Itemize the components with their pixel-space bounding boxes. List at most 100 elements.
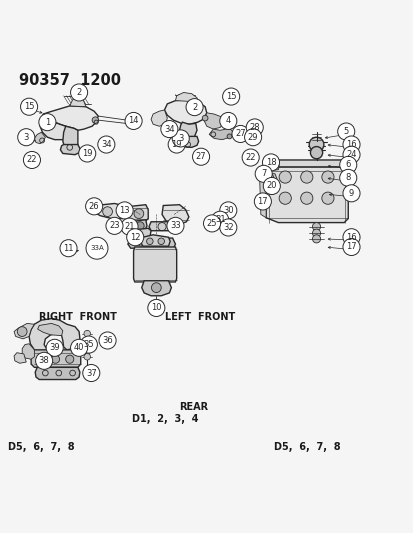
Circle shape <box>219 202 236 219</box>
Circle shape <box>312 235 320 243</box>
Text: 21: 21 <box>124 222 135 231</box>
Text: 16: 16 <box>345 233 356 242</box>
Circle shape <box>342 238 359 255</box>
Circle shape <box>92 117 98 123</box>
Text: 28: 28 <box>249 123 259 132</box>
Text: 5: 5 <box>343 127 348 136</box>
Circle shape <box>138 240 143 246</box>
Polygon shape <box>133 247 176 282</box>
Circle shape <box>84 343 90 349</box>
Polygon shape <box>22 344 34 359</box>
Text: 22: 22 <box>26 156 37 165</box>
Text: REAR: REAR <box>179 402 208 412</box>
Polygon shape <box>151 110 167 126</box>
Circle shape <box>84 353 90 360</box>
Text: 26: 26 <box>89 202 99 211</box>
Circle shape <box>166 217 183 235</box>
Text: 37: 37 <box>86 368 97 377</box>
Circle shape <box>192 148 209 165</box>
Circle shape <box>84 336 90 343</box>
Circle shape <box>263 177 280 195</box>
Polygon shape <box>128 238 175 248</box>
Text: 34: 34 <box>101 140 112 149</box>
Text: 14: 14 <box>128 116 138 125</box>
Circle shape <box>312 223 320 231</box>
Circle shape <box>86 237 108 259</box>
Circle shape <box>342 229 359 246</box>
Circle shape <box>219 219 236 236</box>
Circle shape <box>36 352 52 369</box>
Circle shape <box>97 136 114 153</box>
Circle shape <box>17 327 27 336</box>
Circle shape <box>106 217 123 235</box>
Circle shape <box>21 98 38 115</box>
Circle shape <box>85 198 102 215</box>
Polygon shape <box>35 367 80 379</box>
Polygon shape <box>38 324 63 336</box>
Text: 20: 20 <box>266 182 276 190</box>
Polygon shape <box>259 171 266 217</box>
Circle shape <box>146 238 153 245</box>
Text: LEFT  FRONT: LEFT FRONT <box>164 312 235 322</box>
Polygon shape <box>179 122 197 139</box>
Circle shape <box>70 340 88 357</box>
Circle shape <box>222 88 239 105</box>
Polygon shape <box>149 222 174 231</box>
Text: 15: 15 <box>225 92 236 101</box>
Text: 2: 2 <box>76 88 81 97</box>
Text: 1: 1 <box>45 118 50 127</box>
Text: 17: 17 <box>345 243 356 252</box>
Circle shape <box>83 365 100 382</box>
Text: 34: 34 <box>164 125 174 134</box>
Circle shape <box>337 123 354 140</box>
Polygon shape <box>40 114 74 140</box>
Text: 19: 19 <box>82 149 92 158</box>
Circle shape <box>339 169 356 187</box>
Polygon shape <box>43 106 98 130</box>
Text: 7: 7 <box>260 169 266 179</box>
Circle shape <box>163 240 169 246</box>
Circle shape <box>51 355 59 364</box>
Text: 36: 36 <box>102 336 113 345</box>
Circle shape <box>254 165 272 182</box>
Polygon shape <box>60 144 80 155</box>
Circle shape <box>321 171 333 183</box>
Circle shape <box>66 355 74 364</box>
Polygon shape <box>140 235 170 246</box>
Circle shape <box>168 136 185 153</box>
Circle shape <box>227 134 231 139</box>
Text: 29: 29 <box>247 133 258 142</box>
Circle shape <box>262 154 279 171</box>
Text: 24: 24 <box>345 150 356 159</box>
Text: 10: 10 <box>151 303 161 312</box>
Polygon shape <box>266 167 347 223</box>
Text: 15: 15 <box>24 102 34 111</box>
Circle shape <box>60 240 77 257</box>
Circle shape <box>342 185 359 202</box>
Polygon shape <box>164 100 206 124</box>
Text: 32: 32 <box>223 223 233 232</box>
Text: 16: 16 <box>345 140 356 149</box>
Text: 31: 31 <box>214 215 225 224</box>
Text: 35: 35 <box>83 340 94 349</box>
Circle shape <box>266 174 273 180</box>
Circle shape <box>254 193 271 210</box>
Text: 23: 23 <box>109 221 119 230</box>
Polygon shape <box>266 173 276 183</box>
Circle shape <box>300 192 312 204</box>
Polygon shape <box>14 324 34 339</box>
Circle shape <box>211 211 228 228</box>
Circle shape <box>126 229 143 246</box>
Text: 33: 33 <box>170 221 180 230</box>
Circle shape <box>185 99 203 116</box>
Text: 27: 27 <box>195 152 206 161</box>
Text: RIGHT  FRONT: RIGHT FRONT <box>39 312 116 322</box>
Polygon shape <box>161 205 188 224</box>
Circle shape <box>244 128 261 146</box>
Circle shape <box>147 300 164 317</box>
Text: D5,  6,  7,  8: D5, 6, 7, 8 <box>274 442 340 453</box>
Circle shape <box>151 283 161 293</box>
Circle shape <box>149 300 163 314</box>
Circle shape <box>84 348 90 354</box>
Text: 22: 22 <box>245 153 255 162</box>
